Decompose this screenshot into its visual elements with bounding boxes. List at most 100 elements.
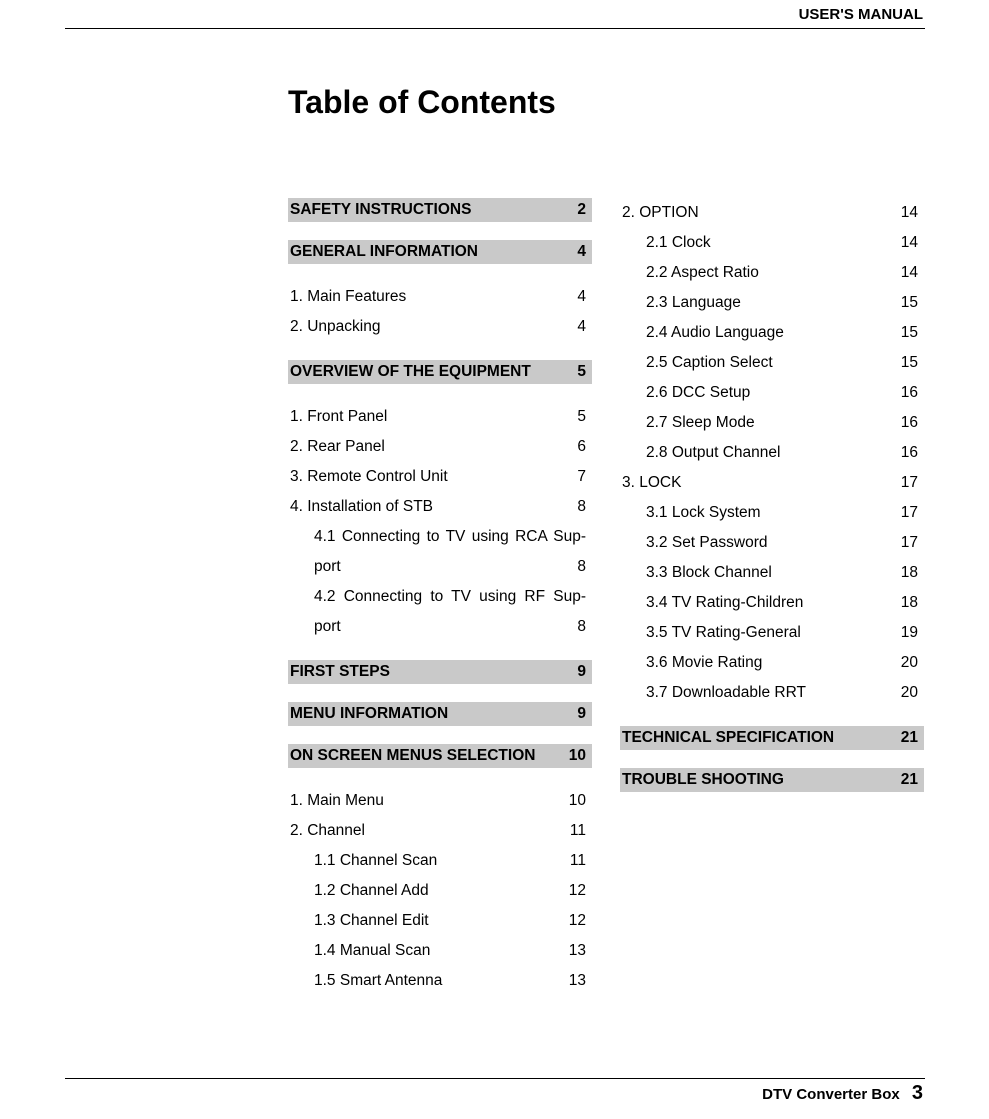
toc-entry-label: 3.1 Lock System: [646, 498, 761, 528]
toc-subentry: 1.4 Manual Scan 13: [288, 936, 592, 966]
toc-column-right: 2. OPTION14 2.1 Clock 14 2.2 Aspect Ratio…: [620, 198, 924, 996]
toc-subentry: 2.4 Audio Language 15: [620, 318, 924, 348]
toc-subentry: 3.1 Lock System 17: [620, 498, 924, 528]
toc-section-label: SAFETY INSTRUCTIONS: [290, 201, 471, 219]
toc-section-label: TECHNICAL SPECIFICATION: [622, 729, 834, 747]
toc-entry-page: 18: [901, 588, 918, 618]
toc-entry-label: 1.2 Channel Add: [314, 876, 429, 906]
footer-label: DTV Converter Box: [762, 1086, 900, 1103]
toc-entry-label: 2.2 Aspect Ratio: [646, 258, 759, 288]
toc-section-page: 21: [901, 771, 918, 789]
page-title: Table of Contents: [288, 84, 556, 121]
toc-entry-page: 16: [901, 378, 918, 408]
toc-subentry: 2.1 Clock 14: [620, 228, 924, 258]
toc-entry-wrapped: 4.1 Connecting to TV using RCA Sup- port…: [288, 522, 592, 582]
toc-entry-label: 1.1 Channel Scan: [314, 846, 437, 876]
toc-entry-label: 2. Rear Panel: [290, 432, 385, 462]
toc-entry-label: 2.5 Caption Select: [646, 348, 773, 378]
toc-section-label: FIRST STEPS: [290, 663, 390, 681]
toc-section-page: 9: [577, 705, 586, 723]
toc-entry-page: 11: [570, 846, 586, 876]
toc-section-page: 5: [577, 363, 586, 381]
toc-entry: 2. Unpacking4: [288, 312, 592, 342]
toc-entry-label: 3.3 Block Channel: [646, 558, 772, 588]
toc-entry-page: 17: [901, 498, 918, 528]
toc-section-label: OVERVIEW OF THE EQUIPMENT: [290, 363, 531, 381]
toc-entry-label: 3. LOCK: [622, 468, 681, 498]
toc-entry-page: 5: [577, 402, 586, 432]
toc-entry-label: 3.4 TV Rating-Children: [646, 588, 803, 618]
toc-entry-label: 1. Main Features: [290, 282, 406, 312]
toc-entry-page: 6: [577, 432, 586, 462]
toc-subentry: 3.5 TV Rating-General19: [620, 618, 924, 648]
toc-entry-label: 2.3 Language: [646, 288, 741, 318]
toc-entry-page: 17: [901, 528, 918, 558]
footer-rule: [65, 1078, 925, 1079]
toc-subentry: 3.2 Set Password 17: [620, 528, 924, 558]
footer-page-number: 3: [912, 1082, 923, 1104]
toc-section-page: 4: [577, 243, 586, 261]
toc-section-page: 10: [569, 747, 586, 765]
toc-subentry: 3.3 Block Channel 18: [620, 558, 924, 588]
toc-entry-page: 16: [901, 408, 918, 438]
toc-entry-page: 10: [569, 786, 586, 816]
toc-entry-label: 3.7 Downloadable RRT: [646, 678, 806, 708]
toc-entry-page: 20: [901, 648, 918, 678]
toc-entry-label: 1. Front Panel: [290, 402, 387, 432]
toc-entry-page: 17: [901, 468, 918, 498]
toc-entry: 3. LOCK 17: [620, 468, 924, 498]
toc-subentry: 2.7 Sleep Mode16: [620, 408, 924, 438]
toc-section-troubleshooting: TROUBLE SHOOTING 21: [620, 768, 924, 792]
toc-section-overview: OVERVIEW OF THE EQUIPMENT 5: [288, 360, 592, 384]
toc-entry-label: port: [314, 612, 341, 642]
toc-entry-page: 20: [901, 678, 918, 708]
toc-entry-page: 7: [577, 462, 586, 492]
toc-section-general-info: GENERAL INFORMATION 4: [288, 240, 592, 264]
toc-entry-page: 8: [577, 492, 586, 522]
toc-entry-label: 2.4 Audio Language: [646, 318, 784, 348]
page-header: USER'S MANUAL: [0, 0, 989, 32]
toc-entry-label: 2.6 DCC Setup: [646, 378, 750, 408]
toc-entry-page: 18: [901, 558, 918, 588]
toc-entry-page: 13: [569, 936, 586, 966]
toc-entry-page: 11: [570, 816, 586, 846]
toc-entry-label: 2.1 Clock: [646, 228, 711, 258]
toc-section-label: MENU INFORMATION: [290, 705, 448, 723]
toc-entry: 4. Installation of STB 8: [288, 492, 592, 522]
toc-section-label: GENERAL INFORMATION: [290, 243, 478, 261]
toc-entry-label: 4. Installation of STB: [290, 492, 433, 522]
toc-section-page: 9: [577, 663, 586, 681]
toc-entry-page: 12: [569, 906, 586, 936]
toc-columns: SAFETY INSTRUCTIONS 2 GENERAL INFORMATIO…: [288, 198, 928, 996]
header-rule: [65, 28, 925, 29]
toc-entry-page: 14: [901, 258, 918, 288]
toc-subentry: 3.6 Movie Rating 20: [620, 648, 924, 678]
toc-section-label: TROUBLE SHOOTING: [622, 771, 784, 789]
toc-subentry: 1.1 Channel Scan 11: [288, 846, 592, 876]
toc-entry-page: 16: [901, 438, 918, 468]
toc-section-tech-spec: TECHNICAL SPECIFICATION 21: [620, 726, 924, 750]
toc-entry-label: 1.4 Manual Scan: [314, 936, 430, 966]
toc-entry-page: 19: [901, 618, 918, 648]
toc-subentry: 1.2 Channel Add12: [288, 876, 592, 906]
toc-entry-label: 3.2 Set Password: [646, 528, 767, 558]
toc-entry: 2. OPTION14: [620, 198, 924, 228]
toc-section-label: ON SCREEN MENUS SELECTION: [290, 747, 535, 765]
toc-entry-page: 14: [901, 228, 918, 258]
toc-entry-line1: 4.2 Connecting to TV using RF Sup-: [314, 582, 586, 612]
toc-subentry: 2.6 DCC Setup 16: [620, 378, 924, 408]
toc-section-page: 2: [577, 201, 586, 219]
toc-entry-page: 15: [901, 318, 918, 348]
toc-subentry: 2.5 Caption Select 15: [620, 348, 924, 378]
toc-entry-page: 14: [901, 198, 918, 228]
toc-subentry: 3.4 TV Rating-Children 18: [620, 588, 924, 618]
toc-section-menu-info: MENU INFORMATION 9: [288, 702, 592, 726]
toc-entry-line2: port8: [314, 612, 586, 642]
toc-subentry: 1.5 Smart Antenna13: [288, 966, 592, 996]
toc-entry-page: 15: [901, 348, 918, 378]
toc-entry-label: 3.6 Movie Rating: [646, 648, 762, 678]
page-root: USER'S MANUAL Table of Contents SAFETY I…: [0, 0, 989, 1119]
toc-entry-page: 8: [577, 552, 586, 582]
toc-entry-wrapped: 4.2 Connecting to TV using RF Sup- port8: [288, 582, 592, 642]
toc-entry-label: port: [314, 552, 341, 582]
